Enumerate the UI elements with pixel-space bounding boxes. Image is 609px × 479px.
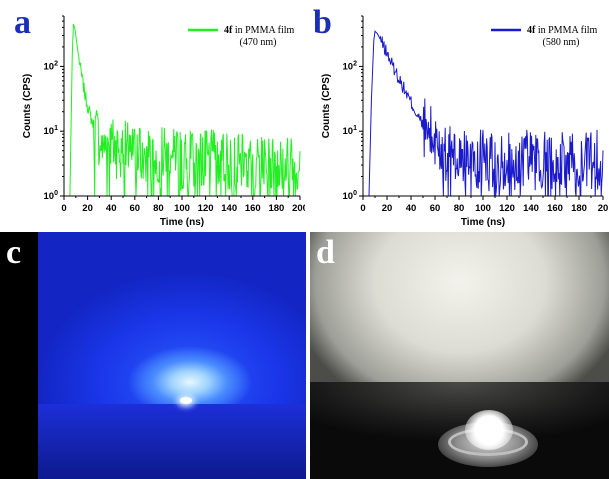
y-tick-label: 100 [44, 190, 59, 202]
x-tick-label: 0 [360, 203, 365, 214]
x-tick-label: 60 [430, 203, 441, 214]
blue-surface [38, 404, 306, 479]
panel-letter-c: c [6, 234, 22, 271]
x-tick-label: 20 [82, 203, 93, 214]
x-tick-label: 40 [106, 203, 117, 214]
led-white-glow [465, 410, 513, 450]
photo-blue-led: c [0, 232, 306, 479]
x-tick-label: 140 [221, 203, 237, 214]
y-axis-title: Counts (CPS) [321, 74, 332, 138]
x-tick-label: 60 [130, 203, 141, 214]
y-tick-label: 101 [343, 125, 358, 137]
x-tick-label: 20 [598, 203, 609, 214]
x-tick-label: 160 [245, 203, 261, 214]
x-tick-label: 140 [523, 203, 539, 214]
chart-a: 0 20 40 60 80 100 120 140 160 180 200 100 101 102 Time… [22, 15, 305, 228]
legend-label: 4f in PMMA film [527, 25, 598, 36]
x-tick-label: 20 [382, 203, 393, 214]
x-tick-label: 0 [61, 203, 66, 214]
x-tick-label: 120 [198, 203, 214, 214]
legend-label: 4f in PMMA film [224, 25, 295, 36]
y-tick-label: 101 [44, 125, 59, 137]
led-chip [180, 397, 192, 404]
legend-wavelength: (470 nm) [240, 37, 277, 48]
x-tick-label: 40 [406, 203, 417, 214]
x-axis-title: Time (ns) [160, 217, 204, 228]
x-tick-label: 80 [454, 203, 465, 214]
panel-letter-a: a [14, 4, 31, 41]
y-tick-label: 100 [343, 190, 358, 202]
decay-trace [363, 30, 604, 197]
x-tick-label: 180 [268, 203, 284, 214]
x-axis-title: Time (ns) [461, 217, 505, 228]
y-axis-title: Counts (CPS) [22, 74, 33, 138]
panel-letter-d: d [316, 234, 335, 271]
legend-wavelength: (580 nm) [543, 37, 580, 48]
x-tick-label: 100 [475, 203, 491, 214]
y-tick-label: 102 [44, 60, 59, 72]
x-tick-label: 80 [153, 203, 164, 214]
x-tick-label: 200 [292, 203, 305, 214]
photo-white-led: d [310, 232, 609, 479]
chart-b: 0 20 40 60 80 100 120 140 160 180 20 100 101 102 Time … [321, 15, 609, 228]
x-tick-label: 100 [174, 203, 190, 214]
x-tick-label: 160 [547, 203, 563, 214]
y-tick-label: 102 [343, 60, 358, 72]
x-tick-label: 180 [571, 203, 587, 214]
x-tick-label: 120 [499, 203, 515, 214]
panel-letter-b: b [313, 4, 332, 41]
decay-trace [64, 23, 301, 197]
